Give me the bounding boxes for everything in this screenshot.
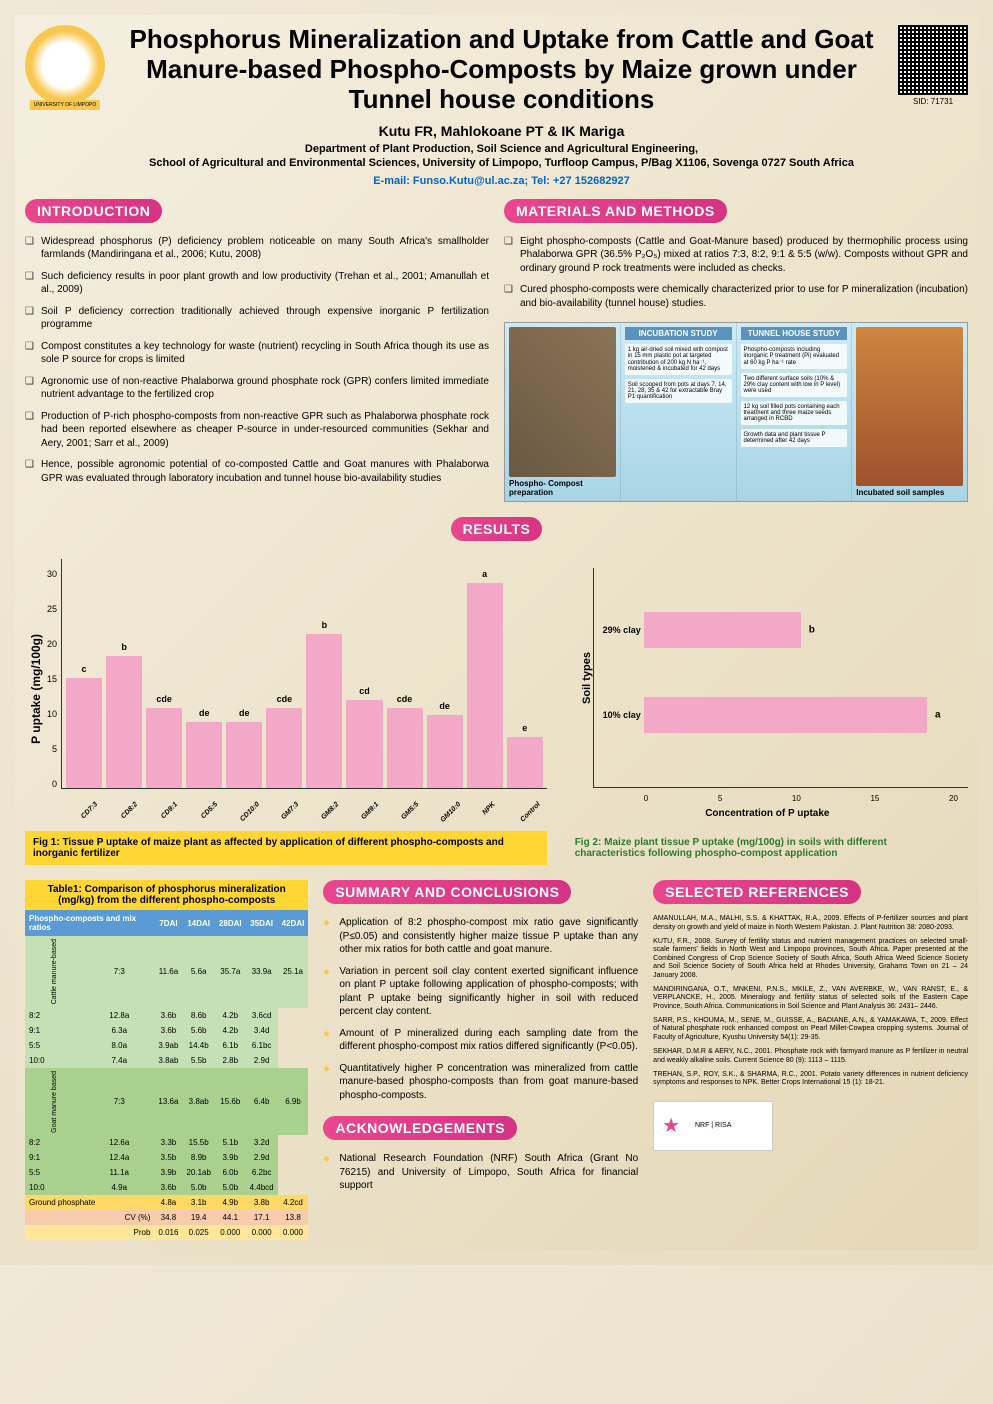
contact-info: E-mail: Funso.Kutu@ul.ac.za; Tel: +27 15… (115, 175, 888, 187)
list-item: Amount of P mineralized during each samp… (323, 1023, 638, 1058)
list-item: Agronomic use of non-reactive Phalaborwa… (25, 371, 489, 406)
compost-photo (509, 327, 616, 477)
list-item: SEKHAR, D.M.R & AERY, N.C., 2001. Phosph… (653, 1045, 968, 1068)
list-item: Such deficiency results in poor plant gr… (25, 266, 489, 301)
list-item: Compost constitutes a key technology for… (25, 336, 489, 371)
chart2-xticks: 05101520 (644, 794, 958, 803)
nrf-logo: NRF | RISA (653, 1101, 773, 1151)
panel4-caption: Incubated soil samples (856, 488, 963, 497)
list-item: Widespread phosphorus (P) deficiency pro… (25, 231, 489, 266)
bar-wrap: cCD7:3 (66, 678, 102, 788)
university-logo (25, 25, 105, 105)
bar-wrap: eControl (507, 737, 543, 788)
chart1-bars: cCD7:3bCD8:2cdeCD9:1deCD5:5deCD10:0cdeGM… (61, 559, 547, 789)
refs-header: SELECTED REFERENCES (653, 880, 861, 904)
incubation-label: INCUBATION STUDY (625, 327, 732, 340)
bar-wrap: bCD8:2 (106, 656, 142, 788)
list-item: Hence, possible agronomic potential of c… (25, 454, 489, 489)
table-title: Table1: Comparison of phosphorus mineral… (25, 880, 308, 910)
qr-code-block: SID: 71731 (898, 25, 968, 106)
bar-wrap: bGM8:2 (306, 634, 342, 788)
summary-list: Application of 8:2 phospho-compost mix r… (323, 912, 638, 1106)
bar-wrap: cdeGM5:5 (387, 708, 423, 789)
fig1-caption: Fig 1: Tissue P uptake of maize plant as… (25, 831, 547, 865)
methods-header: MATERIALS AND METHODS (504, 199, 727, 223)
hbar-row: 10% claya (644, 697, 958, 733)
chart2-bars: 29% clayb10% claya05101520 (593, 568, 968, 788)
list-item: Variation in percent soil clay content e… (323, 961, 638, 1023)
bar-wrap: cdeCD9:1 (146, 708, 182, 789)
bar-wrap: aNPK (467, 583, 503, 788)
bar-wrap: deCD5:5 (186, 722, 222, 788)
list-item: TREHAN, S.P., ROY, S.K., & SHARMA, R.C.,… (653, 1068, 968, 1091)
poster-title: Phosphorus Mineralization and Uptake fro… (115, 25, 888, 115)
pots-photo (856, 327, 963, 486)
hbar-row: 29% clayb (644, 612, 958, 648)
school: School of Agricultural and Environmental… (115, 157, 888, 169)
bar-wrap: deGM10:0 (427, 715, 463, 788)
chart1-bar: P uptake (mg/100g) 302520151050 cCD7:3bC… (25, 559, 547, 819)
chart1-yaxis: 302520151050 (47, 559, 61, 819)
sid-label: SID: 71731 (898, 97, 968, 106)
chart2-xlabel: Concentration of P uptake (567, 808, 968, 819)
intro-header: INTRODUCTION (25, 199, 162, 223)
bar-wrap: deCD10:0 (226, 722, 262, 788)
mineralization-table: Phospho-composts and mix ratios7DAI14DAI… (25, 910, 308, 1240)
list-item: KUTU, F.R., 2008. Survey of fertility st… (653, 935, 968, 983)
ack-header: ACKNOWLEDGEMENTS (323, 1116, 517, 1140)
list-item: AMANULLAH, M.A., MALHI, S.S. & KHATTAK, … (653, 912, 968, 935)
methods-list: Eight phospho-composts (Cattle and Goat-… (504, 231, 968, 315)
bar-wrap: cdeGM7:3 (266, 708, 302, 789)
chart2-hbar: Soil types 29% clayb10% claya05101520 (567, 568, 968, 788)
ack-list: National Research Foundation (NRF) South… (323, 1148, 638, 1197)
tun-text1: Phospho-composts including inorganic P t… (741, 344, 848, 369)
methods-figure: Phospho- Compost preparation INCUBATION … (504, 322, 968, 502)
tunnel-label: TUNNEL HOUSE STUDY (741, 327, 848, 340)
list-item: Application of 8:2 phospho-compost mix r… (323, 912, 638, 961)
list-item: Eight phospho-composts (Cattle and Goat-… (504, 231, 968, 280)
ack-text: National Research Foundation (NRF) South… (323, 1148, 638, 1197)
list-item: Soil P deficiency correction traditional… (25, 301, 489, 336)
refs-list: AMANULLAH, M.A., MALHI, S.S. & KHATTAK, … (653, 912, 968, 1091)
department: Department of Plant Production, Soil Sci… (115, 143, 888, 155)
list-item: MANDIRINGANA, O.T., MNKENI, P.N.S., MKIL… (653, 983, 968, 1014)
fig2-caption: Fig 2: Maize plant tissue P uptake (mg/1… (567, 831, 968, 865)
authors: Kutu FR, Mahlokoane PT & IK Mariga (115, 123, 888, 139)
results-header: RESULTS (451, 517, 543, 541)
list-item: Production of P-rich phospho-composts fr… (25, 406, 489, 455)
chart1-ylabel: P uptake (mg/100g) (25, 634, 47, 744)
chart2-ylabel: Soil types (577, 652, 593, 704)
bar-wrap: cdGM9:1 (346, 700, 382, 788)
tun-text3: 12 kg soil filled pots containing each t… (741, 401, 848, 425)
summary-header: SUMMARY AND CONCLUSIONS (323, 880, 571, 904)
panel1-caption: Phospho- Compost preparation (509, 479, 616, 497)
list-item: SARR, P.S., KHOUMA, M., SENE, M., GUISSE… (653, 1014, 968, 1045)
tun-text2: Two different surface soils (10% & 29% c… (741, 373, 848, 397)
inc-text1: 1 kg air-dried soil mixed with compost i… (625, 344, 732, 375)
list-item: Cured phospho-composts were chemically c… (504, 279, 968, 314)
inc-text2: Soil scooped from pots at days 7, 14, 21… (625, 379, 732, 403)
intro-list: Widespread phosphorus (P) deficiency pro… (25, 231, 489, 490)
qr-code-icon (898, 25, 968, 95)
tun-text4: Growth data and plant tissue P determine… (741, 429, 848, 447)
list-item: Quantitatively higher P concentration wa… (323, 1058, 638, 1107)
poster-container: Phosphorus Mineralization and Uptake fro… (15, 15, 978, 1250)
header: Phosphorus Mineralization and Uptake fro… (25, 25, 968, 199)
